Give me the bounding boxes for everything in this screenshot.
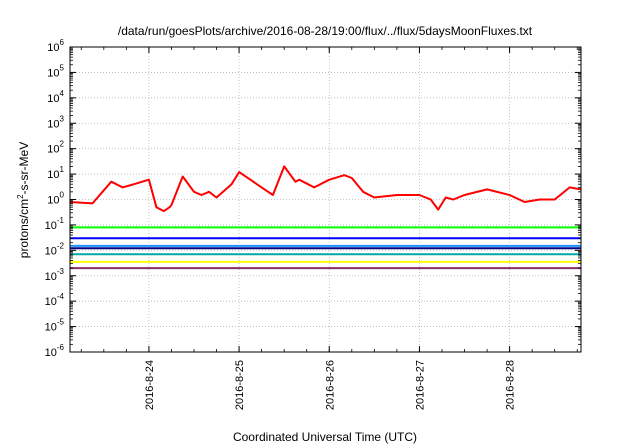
- y-tick-label: 10-2: [45, 241, 65, 257]
- y-tick-exponent: 1: [60, 165, 65, 174]
- y-axis-label-rest: -s-sr-MeV: [17, 142, 31, 195]
- y-tick-base: 10: [47, 195, 59, 207]
- y-tick-base: 10: [47, 42, 59, 54]
- y-axis-label-sup: 2: [16, 194, 25, 199]
- y-tick-exponent: -2: [57, 241, 65, 250]
- y-tick-label: 10-1: [45, 216, 65, 232]
- x-tick-label: 2016-8-28: [505, 360, 517, 410]
- y-tick-base: 10: [45, 271, 57, 283]
- x-tick-label: 2016-8-26: [324, 360, 336, 410]
- y-tick-exponent: -6: [57, 343, 65, 352]
- y-tick-label: 104: [47, 89, 64, 105]
- y-tick-exponent: 4: [60, 89, 65, 98]
- y-tick-label: 10-4: [45, 292, 65, 308]
- y-tick-exponent: 2: [60, 140, 65, 149]
- y-tick-base: 10: [47, 118, 59, 130]
- series-group: [69, 165, 582, 270]
- x-tick-label: 2016-8-25: [234, 360, 246, 410]
- y-tick-exponent: -1: [57, 216, 65, 225]
- x-tick-label: 2016-8-27: [414, 360, 426, 410]
- y-tick-exponent: -4: [57, 292, 65, 301]
- y-tick-base: 10: [47, 169, 59, 181]
- y-tick-label: 10-6: [45, 343, 65, 359]
- x-tick-label: 2016-8-24: [144, 360, 156, 410]
- y-tick-label: 106: [47, 38, 64, 54]
- y-tick-base: 10: [45, 322, 57, 334]
- y-tick-exponent: 5: [60, 63, 65, 72]
- x-axis: 2016-8-24 2016-8-25 2016-8-26 2016-8-27 2016…: [80, 47, 578, 410]
- y-tick-base: 10: [47, 93, 59, 105]
- y-tick-exponent: -3: [57, 267, 65, 276]
- y-tick-label: 100: [47, 191, 64, 207]
- y-tick-base: 10: [45, 245, 57, 257]
- y-tick-base: 10: [45, 347, 57, 359]
- y-tick-exponent: 3: [60, 114, 65, 123]
- y-tick-base: 10: [45, 220, 57, 232]
- y-tick-label: 102: [47, 140, 64, 156]
- y-tick-label: 103: [47, 114, 64, 130]
- series-line: [69, 165, 582, 213]
- y-tick-label: 10-3: [45, 267, 65, 283]
- y-axis: 10610510410310210110010-110-210-310-410-…: [45, 38, 581, 359]
- y-tick-base: 10: [47, 67, 59, 79]
- y-tick-label: 105: [47, 63, 64, 79]
- y-tick-exponent: -5: [57, 318, 65, 327]
- y-tick-base: 10: [47, 144, 59, 156]
- x-axis-label: Coordinated Universal Time (UTC): [233, 430, 417, 444]
- chart-title: /data/run/goesPlots/archive/2016-08-28/1…: [118, 24, 533, 38]
- grid: [70, 47, 581, 352]
- y-axis-label: protons/cm2-s-sr-MeV: [16, 142, 31, 258]
- y-tick-label: 10-5: [45, 318, 65, 334]
- y-tick-exponent: 0: [60, 191, 65, 200]
- y-tick-label: 101: [47, 165, 64, 181]
- y-axis-label-base: protons/cm: [17, 199, 31, 258]
- y-tick-base: 10: [45, 296, 57, 308]
- y-tick-exponent: 6: [60, 38, 65, 47]
